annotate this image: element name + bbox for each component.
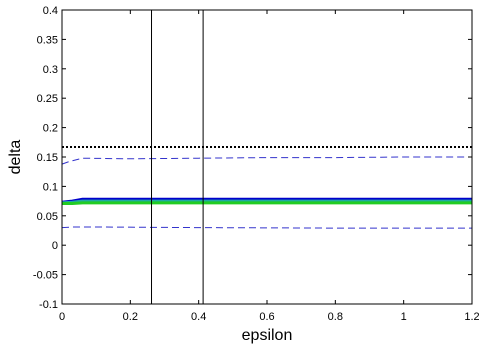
y-tick-label: 0.2: [43, 123, 58, 135]
y-tick-label: 0.4: [43, 5, 58, 17]
y-tick-label: 0.25: [37, 93, 58, 105]
x-tick-label: 0.4: [191, 311, 206, 323]
x-tick-label: 1.2: [464, 311, 479, 323]
vertical-lines: [151, 10, 204, 304]
y-axis-label: delta: [7, 140, 24, 175]
plot-background: [62, 10, 472, 304]
x-tick-label: 1: [401, 311, 407, 323]
series-line-6: [62, 201, 472, 205]
y-tick-label: 0.1: [43, 181, 58, 193]
x-ticks: 0 0.2 0.4 0.6 0.8 1 1.2: [59, 10, 479, 323]
series-layer: [61, 146, 472, 229]
x-tick-label: 0.8: [328, 311, 343, 323]
y-tick-label: 0.05: [37, 211, 58, 223]
x-tick-label: 0.2: [123, 311, 138, 323]
y-tick-label: 0.35: [37, 34, 58, 46]
y-tick-label: 0.15: [37, 152, 58, 164]
x-tick-label: 0: [59, 311, 65, 323]
y-tick-label: 0.3: [43, 64, 58, 76]
y-tick-label: -0.1: [39, 299, 58, 311]
y-tick-label: -0.05: [33, 270, 58, 282]
series-line-2: [61, 156, 472, 165]
x-axis-label: epsilon: [242, 327, 293, 344]
x-tick-label: 0.6: [259, 311, 274, 323]
y-tick-label: 0: [52, 240, 58, 252]
y-ticks: -0.1 -0.05 0 0.05 0.1 0.15 0.2 0.25 0.3 0.35 0.4: [33, 5, 472, 311]
